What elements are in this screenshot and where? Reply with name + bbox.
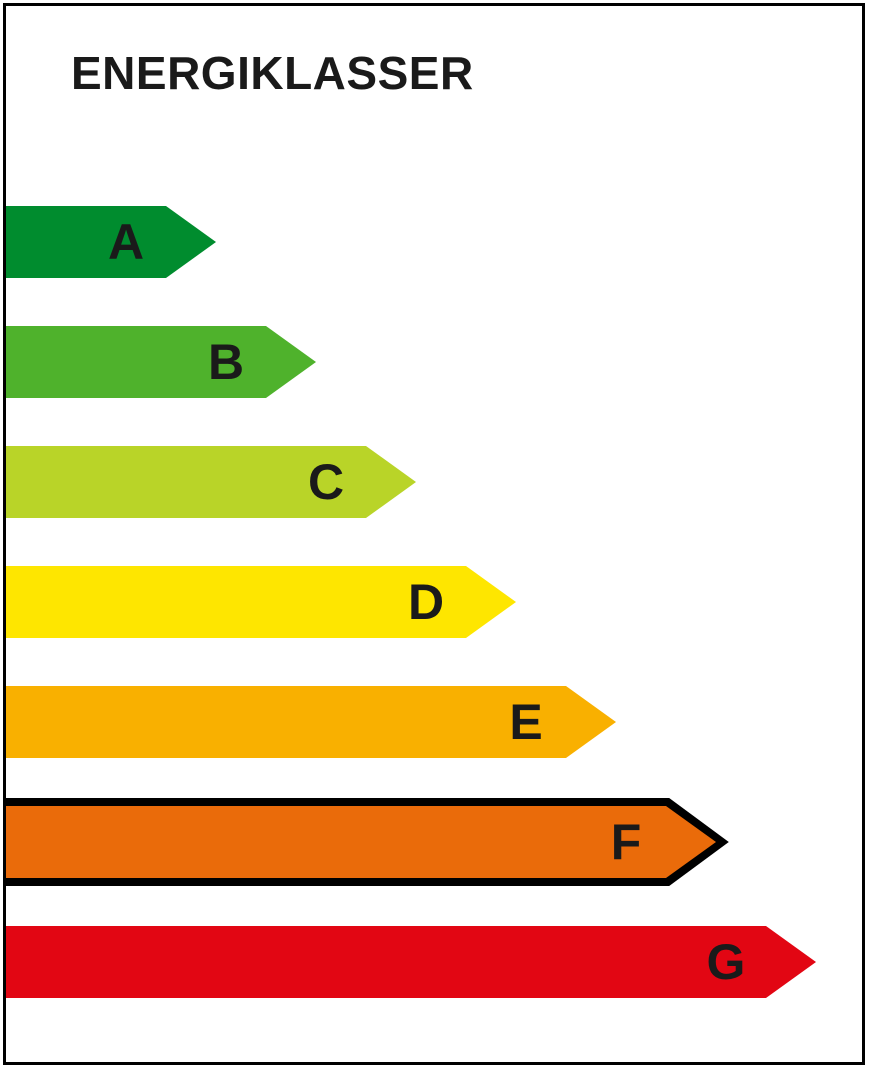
energy-bar-label-e: E [509, 694, 542, 750]
energy-bar-label-g: G [707, 934, 746, 990]
energy-bar-b [6, 326, 316, 398]
energy-bar-label-c: C [308, 454, 344, 510]
energy-bar-label-f: F [611, 814, 642, 870]
energy-bar-c [6, 446, 416, 518]
energy-bar-label-b: B [208, 334, 244, 390]
energy-bar-label-d: D [408, 574, 444, 630]
energy-bar-g [6, 926, 816, 998]
energy-bar-label-a: A [108, 214, 144, 270]
energy-class-chart: A B C D E F G [6, 6, 868, 1068]
energy-bar-f [6, 806, 716, 878]
energy-label-frame: ENERGIKLASSER ABCDEFG [3, 3, 865, 1065]
